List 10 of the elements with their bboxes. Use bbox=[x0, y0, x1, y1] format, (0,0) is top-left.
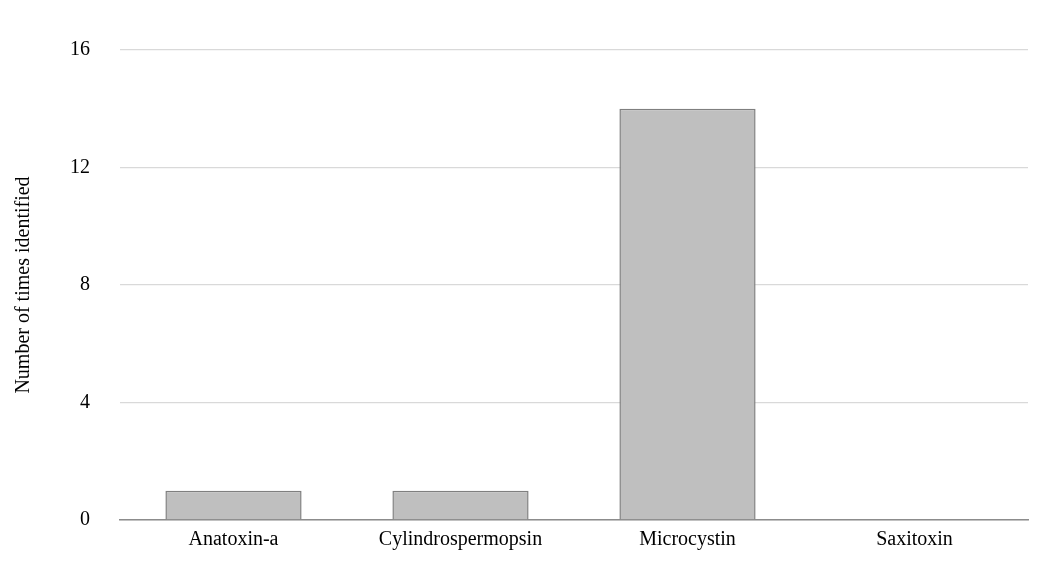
x-tick-label: Saxitoxin bbox=[876, 527, 953, 550]
y-tick-label: 8 bbox=[80, 272, 90, 295]
y-tick-label: 16 bbox=[70, 37, 90, 60]
x-tick-label: Cylindrospermopsin bbox=[378, 527, 543, 551]
x-tick-label: Microcystin bbox=[639, 527, 736, 551]
y-axis-title: Number of times identified bbox=[11, 176, 34, 394]
x-tick-label: Anatoxin-a bbox=[188, 527, 279, 550]
y-tick-label: 4 bbox=[80, 389, 90, 412]
y-tick-label: 12 bbox=[70, 154, 90, 177]
y-tick-label: 0 bbox=[80, 507, 90, 530]
